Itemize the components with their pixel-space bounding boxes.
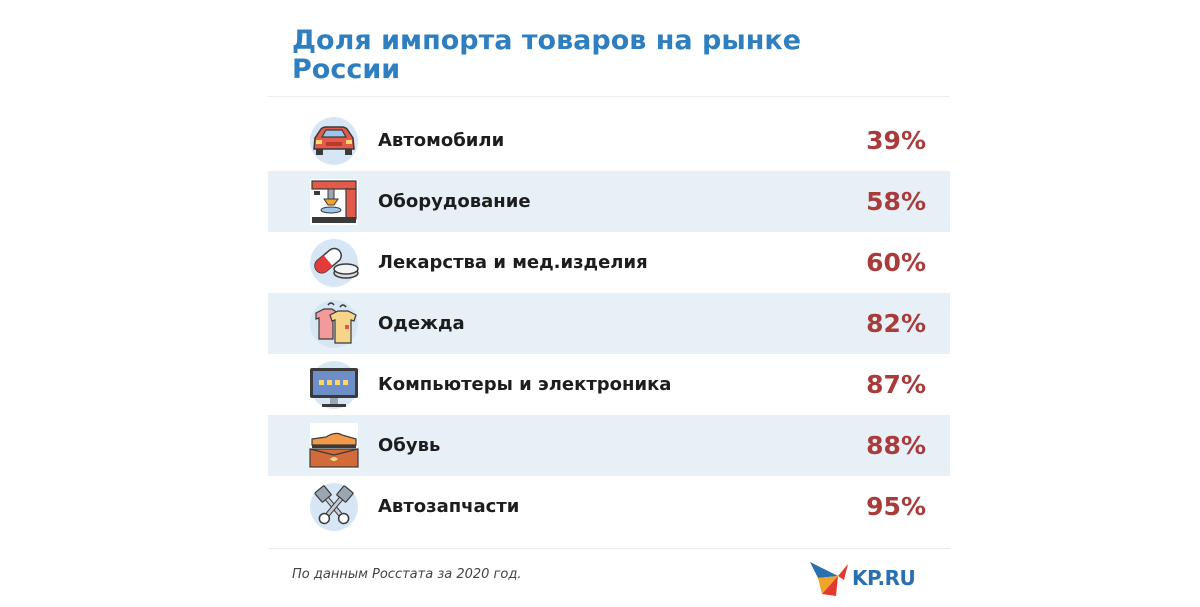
table-row: Обувь 88% bbox=[268, 415, 950, 476]
kp-bird-icon bbox=[810, 562, 848, 596]
table-row: Компьютеры и электроника 87% bbox=[268, 354, 950, 415]
table-row: Лекарства и мед.изделия 60% bbox=[268, 232, 950, 293]
share-value: 87% bbox=[866, 370, 926, 399]
share-value: 39% bbox=[866, 126, 926, 155]
source-note: По данным Росстата за 2020 год. bbox=[292, 567, 522, 582]
category-label: Автозапчасти bbox=[378, 496, 520, 517]
clothes-icon bbox=[306, 299, 362, 349]
share-value: 58% bbox=[866, 187, 926, 216]
share-value: 60% bbox=[866, 248, 926, 277]
category-label: Обувь bbox=[378, 435, 441, 456]
kp-logo: KP.RU bbox=[808, 558, 928, 598]
category-label: Оборудование bbox=[378, 191, 531, 212]
monitor-icon bbox=[306, 360, 362, 410]
category-label: Лекарства и мед.изделия bbox=[378, 252, 648, 273]
table-row: Оборудование 58% bbox=[268, 171, 950, 232]
import-share-table: Автомобили 39% Оборудование 58% Лекарства и … bbox=[268, 110, 950, 537]
table-row: Автомобили 39% bbox=[268, 110, 950, 171]
car-icon bbox=[306, 116, 362, 166]
chart-title: Доля импорта товаров на рынке России bbox=[292, 25, 802, 85]
infographic-card: Доля импорта товаров на рынке России Авт… bbox=[268, 0, 950, 607]
share-value: 82% bbox=[866, 309, 926, 338]
table-row: Автозапчасти 95% bbox=[268, 476, 950, 537]
logo-text: KP.RU bbox=[852, 566, 916, 590]
pistons-icon bbox=[306, 482, 362, 532]
share-value: 88% bbox=[866, 431, 926, 460]
table-row: Одежда 82% bbox=[268, 293, 950, 354]
category-label: Компьютеры и электроника bbox=[378, 374, 672, 395]
machine-icon bbox=[306, 177, 362, 227]
share-value: 95% bbox=[866, 492, 926, 521]
bottom-divider bbox=[268, 548, 950, 549]
category-label: Автомобили bbox=[378, 130, 505, 151]
top-divider bbox=[268, 96, 950, 97]
shoe-icon bbox=[306, 421, 362, 471]
pill-icon bbox=[306, 238, 362, 288]
category-label: Одежда bbox=[378, 313, 465, 334]
